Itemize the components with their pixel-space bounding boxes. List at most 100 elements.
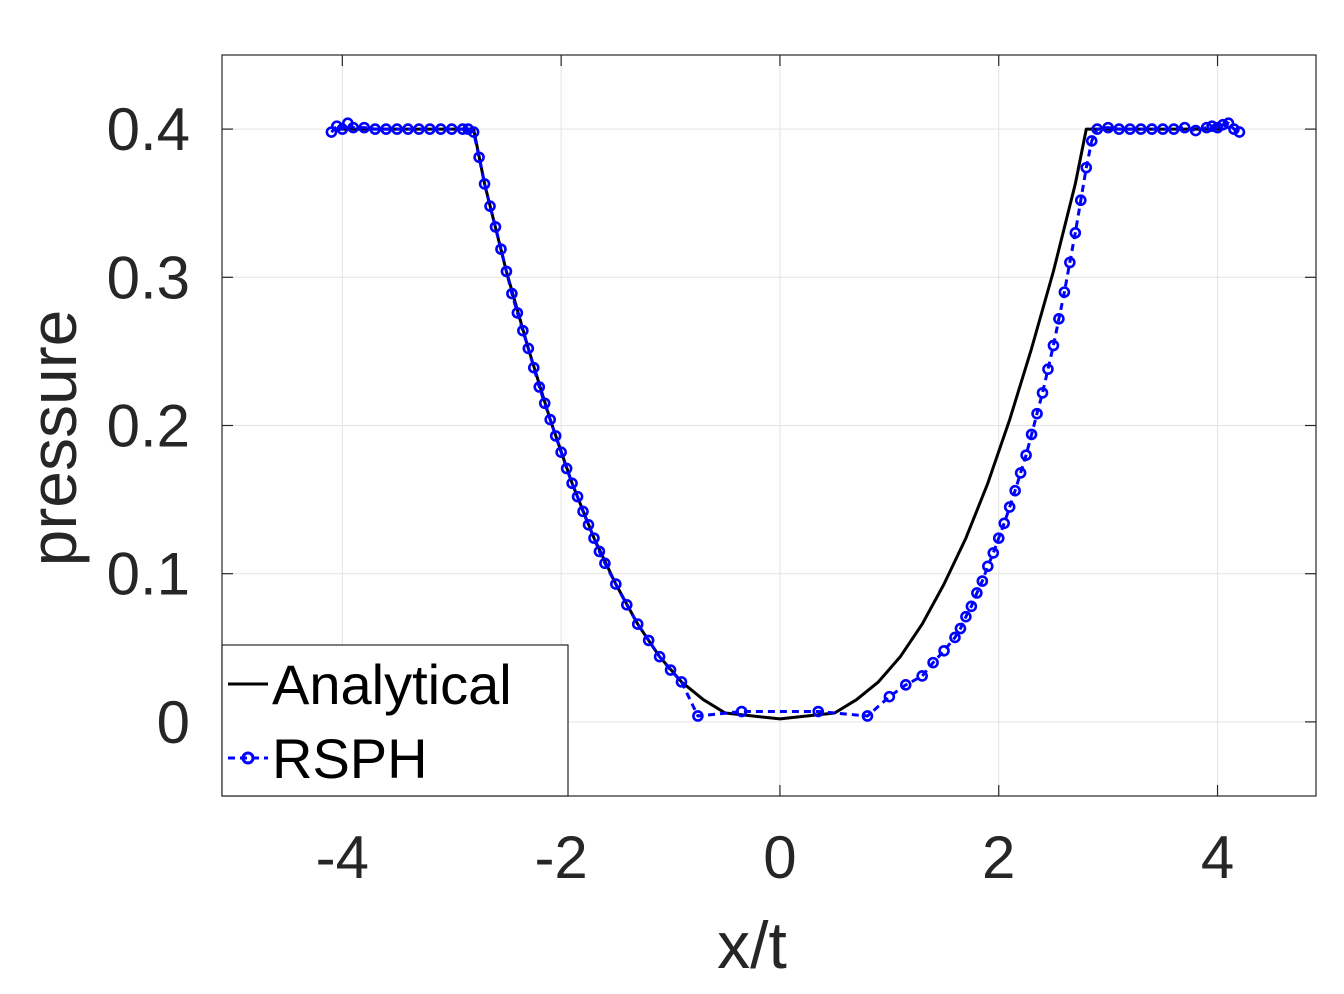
- data-point-rsph: [965, 600, 978, 613]
- data-point-rsph: [424, 123, 436, 135]
- data-point-rsph: [1047, 339, 1060, 352]
- data-point-rsph: [883, 690, 896, 703]
- series-line-rsph: [330, 121, 1241, 718]
- data-point-rsph: [1036, 387, 1049, 399]
- data-point-rsph: [588, 532, 600, 544]
- data-point-rsph: [1031, 407, 1043, 420]
- data-point-rsph: [478, 178, 491, 190]
- data-point-rsph: [960, 610, 972, 623]
- data-point-rsph: [467, 126, 480, 138]
- data-point-rsph: [976, 575, 989, 587]
- data-point-rsph: [544, 413, 557, 426]
- y-tick-label: 0: [157, 689, 190, 756]
- data-point-rsph: [812, 705, 825, 718]
- data-point-rsph: [391, 123, 403, 135]
- data-point-rsph: [1074, 194, 1087, 207]
- x-tick-label: -2: [534, 824, 587, 891]
- data-point-rsph: [402, 123, 414, 135]
- data-point-rsph: [938, 644, 950, 657]
- data-point-rsph: [1003, 501, 1016, 513]
- data-point-rsph: [899, 679, 912, 691]
- data-point-rsph: [1178, 121, 1191, 134]
- data-point-rsph: [347, 121, 360, 134]
- data-point-rsph: [560, 462, 573, 475]
- data-point-rsph: [1069, 227, 1082, 239]
- series-layer: [325, 117, 1246, 722]
- data-point-rsph: [642, 634, 655, 647]
- data-point-rsph: [1064, 256, 1076, 269]
- data-point-rsph: [981, 560, 994, 573]
- data-point-rsph: [599, 557, 611, 570]
- x-tick-label: 2: [982, 824, 1015, 891]
- data-point-rsph: [456, 123, 469, 135]
- data-point-rsph: [571, 490, 584, 503]
- tick-labels: -4 -2 0 2 4 0 0.1 0.2 0.3 0.4: [107, 96, 1235, 891]
- data-point-rsph: [998, 517, 1011, 530]
- data-point-rsph: [1167, 123, 1180, 135]
- data-point-rsph: [538, 397, 551, 410]
- data-point-rsph: [1053, 312, 1065, 325]
- data-point-rsph: [582, 518, 595, 531]
- data-point-rsph: [358, 121, 371, 134]
- data-point-rsph: [1135, 123, 1147, 135]
- data-point-rsph: [413, 123, 425, 135]
- legend-rsph-label: RSPH: [272, 727, 428, 790]
- data-point-rsph: [555, 446, 567, 458]
- data-point-rsph: [593, 545, 606, 558]
- data-point-rsph: [1206, 120, 1218, 132]
- data-point-rsph: [987, 547, 1000, 559]
- legend: Analytical RSPH: [221, 644, 569, 797]
- y-tick-label: 0.4: [107, 96, 190, 163]
- data-point-rsph: [954, 622, 967, 635]
- legend-analytical-label: Analytical: [272, 653, 512, 716]
- data-point-rsph: [1200, 121, 1213, 134]
- data-point-rsph: [653, 650, 666, 663]
- data-point-rsph: [1042, 363, 1054, 375]
- data-point-rsph: [445, 123, 458, 135]
- data-point-rsph: [664, 664, 677, 676]
- data-point-rsph: [1102, 121, 1114, 134]
- data-point-rsph: [511, 307, 524, 319]
- data-point-rsph: [1124, 123, 1136, 135]
- data-point-rsph: [971, 587, 983, 599]
- data-point-rsph: [517, 324, 529, 337]
- data-point-rsph: [861, 710, 874, 722]
- data-point-rsph: [610, 578, 622, 590]
- data-point-rsph: [916, 670, 928, 682]
- data-point-rsph: [927, 656, 939, 669]
- data-point-rsph: [992, 532, 1005, 544]
- x-tick-label: -4: [316, 824, 369, 891]
- data-point-rsph: [577, 505, 589, 518]
- data-point-rsph: [1080, 161, 1093, 174]
- data-point-rsph: [549, 430, 562, 442]
- data-point-rsph: [1085, 135, 1098, 147]
- data-point-rsph: [434, 123, 447, 135]
- legend-box: [221, 644, 569, 797]
- y-axis-label: pressure: [16, 310, 90, 567]
- data-point-rsph: [1025, 428, 1038, 441]
- data-point-rsph: [631, 618, 644, 630]
- data-point-rsph: [692, 710, 704, 722]
- data-point-rsph: [1091, 123, 1103, 135]
- x-tick-label: 0: [763, 824, 796, 891]
- data-point-rsph: [500, 265, 513, 278]
- data-point-rsph: [566, 477, 578, 490]
- y-tick-label: 0.1: [107, 541, 190, 608]
- data-point-rsph: [506, 287, 518, 300]
- legend-rsph-marker: [241, 751, 255, 765]
- data-point-rsph: [1217, 118, 1229, 131]
- plot-frame: [221, 54, 1317, 797]
- data-point-rsph: [1020, 449, 1032, 461]
- data-point-rsph: [1157, 123, 1169, 135]
- data-point-rsph: [1058, 286, 1071, 298]
- data-point-rsph: [620, 599, 633, 611]
- data-point-rsph: [1146, 123, 1158, 135]
- data-point-rsph: [675, 676, 688, 688]
- data-point-rsph: [369, 123, 381, 135]
- data-point-rsph: [527, 361, 540, 374]
- data-point-rsph: [533, 381, 546, 393]
- data-point-rsph: [489, 221, 502, 233]
- data-point-rsph: [1014, 467, 1027, 479]
- data-point-rsph: [522, 342, 535, 355]
